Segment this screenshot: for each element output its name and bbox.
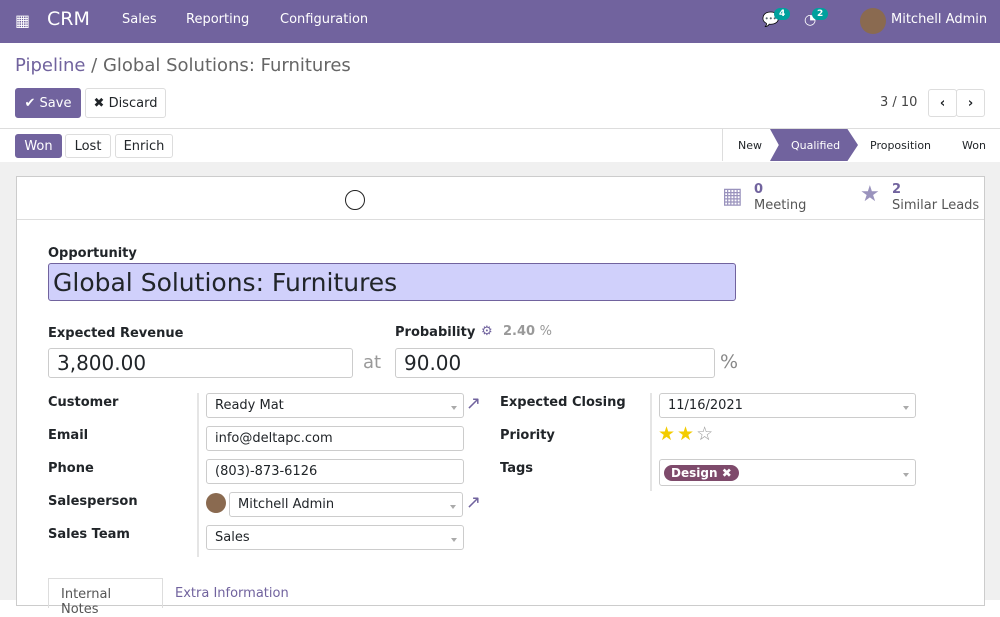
apps-menu-icon[interactable]: ▦	[15, 11, 31, 30]
priority-star-1[interactable]: ★	[658, 423, 678, 445]
breadcrumb: Pipeline / Global Solutions: Furnitures	[15, 55, 351, 76]
at-label: at	[363, 352, 382, 373]
menu-configuration[interactable]: Configuration	[280, 12, 369, 27]
salesperson-select[interactable]: Mitchell Admin	[229, 492, 463, 517]
sales-team-select[interactable]: Sales	[206, 525, 464, 550]
expected-revenue-input[interactable]: 3,800.00	[48, 348, 353, 378]
button-box-divider	[17, 219, 984, 220]
divider	[0, 128, 1000, 129]
group-divider-left	[197, 393, 199, 557]
phone-input[interactable]: (803)-873-6126	[206, 459, 464, 484]
app-name[interactable]: CRM	[47, 8, 90, 30]
save-label: Save	[39, 95, 72, 111]
form-sheet	[16, 176, 985, 606]
opportunity-name-input[interactable]: Global Solutions: Furnitures	[48, 263, 736, 301]
lost-button[interactable]: Lost	[65, 134, 111, 158]
priority-stars: ★★☆	[658, 423, 715, 445]
breadcrumb-pipeline[interactable]: Pipeline	[15, 55, 86, 76]
auto-probability-pct: %	[539, 324, 552, 339]
email-label: Email	[48, 428, 89, 443]
menu-reporting[interactable]: Reporting	[186, 12, 250, 27]
expected-closing-label: Expected Closing	[500, 395, 626, 410]
sales-team-label: Sales Team	[48, 527, 130, 542]
external-link-icon[interactable]: ↗	[466, 393, 482, 414]
discard-button[interactable]: ✖ Discard	[85, 88, 166, 118]
priority-star-2[interactable]: ★	[677, 423, 697, 445]
discard-label: Discard	[108, 95, 158, 111]
pager-next-button[interactable]: ›	[956, 89, 985, 117]
tag-label: Design	[671, 465, 718, 480]
breadcrumb-current: Global Solutions: Furnitures	[102, 55, 351, 76]
menu-sales[interactable]: Sales	[122, 12, 157, 27]
messages-badge: 4	[774, 8, 791, 20]
pager-previous-button[interactable]: ‹	[928, 89, 957, 117]
email-input[interactable]: info@deltapc.com	[206, 426, 464, 451]
tab-extra-information[interactable]: Extra Information	[175, 586, 289, 601]
mouse-cursor-icon	[345, 190, 365, 210]
priority-star-3[interactable]: ☆	[696, 423, 716, 445]
customer-value: Ready Mat	[215, 398, 284, 413]
remove-tag-icon[interactable]: ✖	[721, 465, 732, 480]
auto-probability: 2.40 %	[503, 324, 552, 339]
meeting-label: Meeting	[754, 198, 807, 213]
percent-sign: %	[720, 351, 739, 373]
top-navbar: ▦ CRM Sales Reporting Configuration 💬 4 …	[0, 0, 1000, 43]
tags-input[interactable]: Design ✖	[659, 459, 916, 486]
stage-won[interactable]: Won	[962, 138, 986, 152]
won-button[interactable]: Won	[15, 134, 62, 158]
tags-label: Tags	[500, 461, 534, 476]
stage-new[interactable]: New	[738, 138, 762, 152]
stage-qualified-bg	[770, 129, 858, 161]
phone-label: Phone	[48, 461, 94, 476]
tag-design: Design ✖	[664, 464, 739, 481]
enrich-button[interactable]: Enrich	[115, 134, 173, 158]
meeting-smart-button[interactable]: ▦ 0 Meeting	[722, 182, 842, 216]
expected-revenue-label: Expected Revenue	[48, 326, 184, 341]
chevron-down-icon	[450, 504, 456, 509]
auto-probability-value: 2.40	[503, 324, 536, 339]
group-divider-right	[650, 393, 652, 491]
expected-closing-input[interactable]: 11/16/2021	[659, 393, 916, 418]
chevron-down-icon	[451, 537, 457, 542]
similar-leads-smart-button[interactable]: ★ 2 Similar Leads	[860, 182, 985, 216]
customer-label: Customer	[48, 395, 119, 410]
probability-input[interactable]: 90.00	[395, 348, 715, 378]
chevron-down-icon	[451, 405, 457, 410]
probability-label: Probability	[395, 325, 476, 340]
similar-leads-label: Similar Leads	[892, 198, 980, 213]
user-avatar[interactable]	[860, 8, 886, 34]
chevron-down-icon	[903, 405, 909, 410]
expected-closing-value: 11/16/2021	[668, 398, 743, 413]
sales-team-value: Sales	[215, 530, 250, 545]
salesperson-avatar	[206, 493, 226, 513]
salesperson-label: Salesperson	[48, 494, 138, 509]
meeting-count: 0	[754, 182, 764, 197]
pager-value: 3 / 10	[880, 95, 918, 110]
customer-select[interactable]: Ready Mat	[206, 393, 464, 418]
save-button[interactable]: ✔ Save	[15, 88, 81, 118]
star-icon: ★	[860, 182, 880, 207]
similar-leads-count: 2	[892, 182, 902, 197]
tab-internal-notes[interactable]: Internal Notes	[48, 578, 163, 617]
opportunity-label: Opportunity	[48, 246, 137, 261]
chevron-down-icon	[903, 472, 909, 477]
stage-qualified[interactable]: Qualified	[791, 138, 841, 152]
activities-badge: 2	[812, 8, 829, 20]
stage-proposition[interactable]: Proposition	[870, 138, 932, 152]
gear-icon[interactable]: ⚙	[481, 324, 493, 339]
user-name[interactable]: Mitchell Admin	[891, 12, 988, 27]
external-link-icon[interactable]: ↗	[466, 492, 482, 513]
calendar-icon: ▦	[722, 184, 743, 209]
stage-bar	[722, 129, 1000, 161]
salesperson-value: Mitchell Admin	[238, 497, 335, 512]
priority-label: Priority	[500, 428, 555, 443]
